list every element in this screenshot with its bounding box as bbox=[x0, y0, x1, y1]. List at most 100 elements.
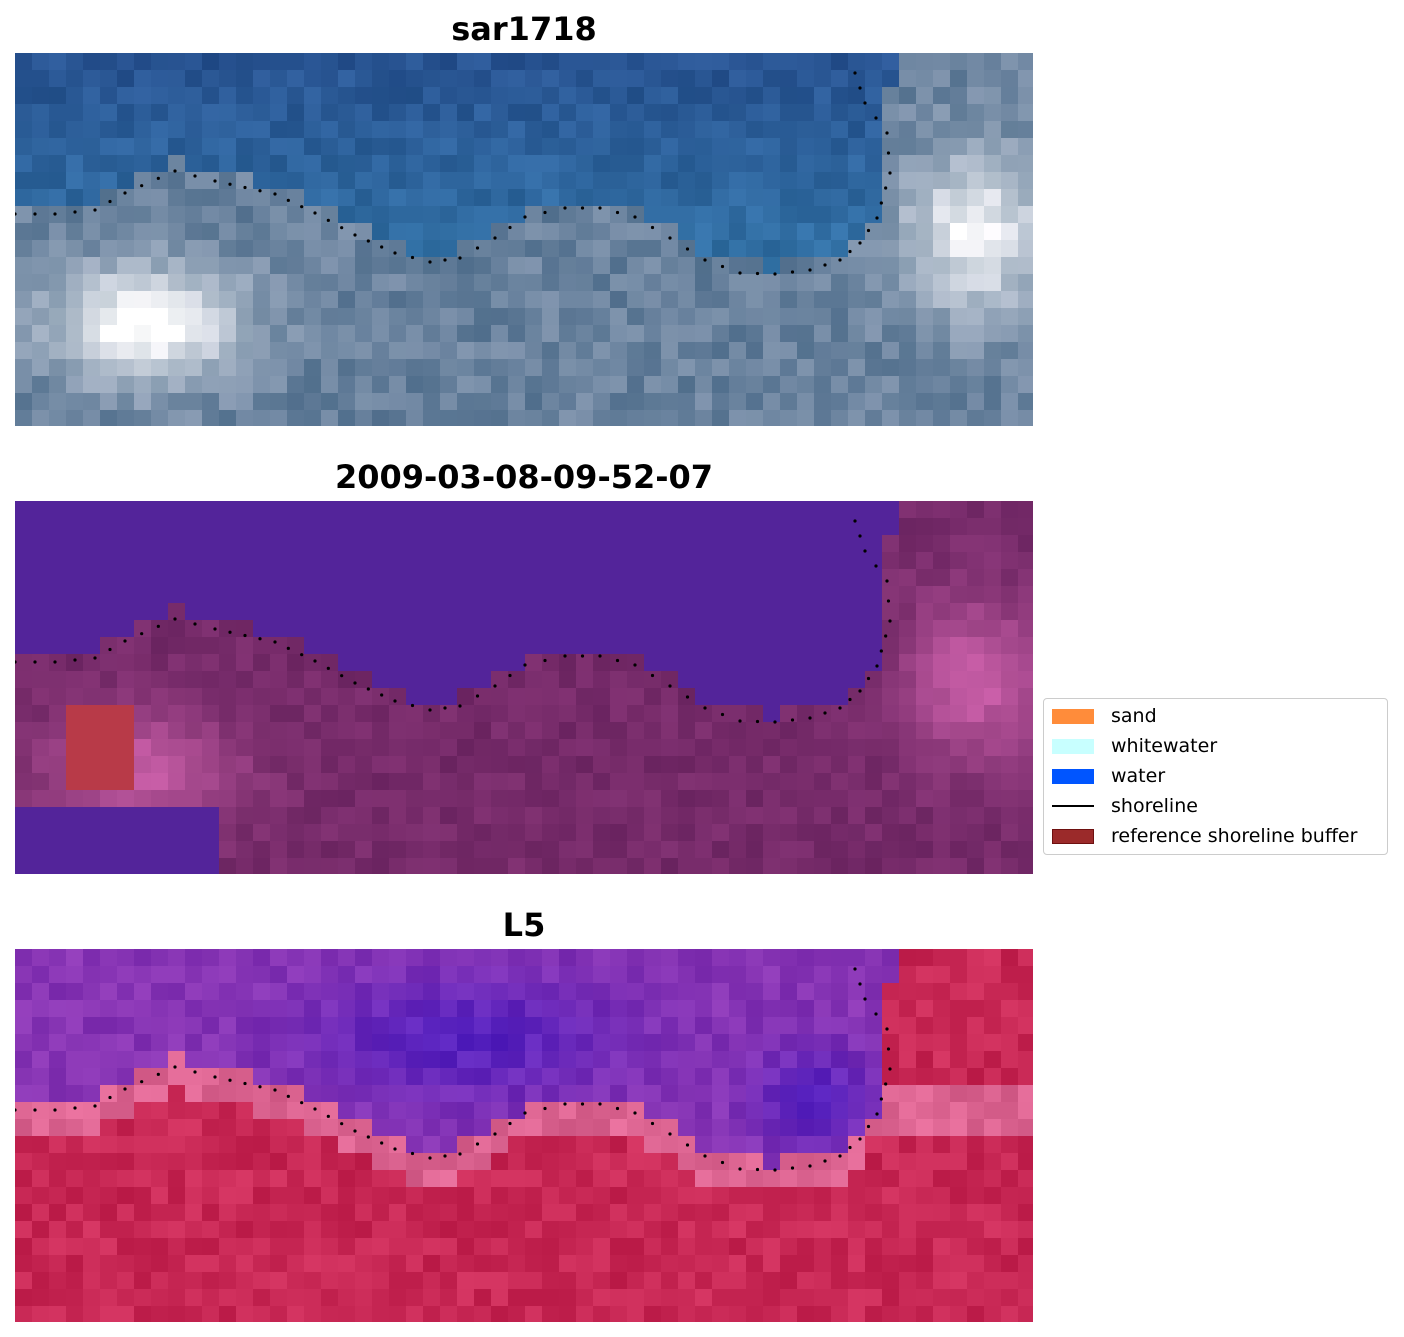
raster-pixel bbox=[32, 325, 50, 343]
raster-pixel bbox=[49, 518, 67, 536]
raster-pixel bbox=[712, 535, 730, 553]
raster-pixel bbox=[882, 824, 900, 842]
raster-pixel bbox=[967, 983, 985, 1001]
raster-pixel bbox=[355, 359, 373, 377]
raster-pixel bbox=[355, 1000, 373, 1018]
raster-pixel bbox=[916, 949, 934, 967]
raster-pixel bbox=[236, 637, 254, 655]
raster-pixel bbox=[542, 1238, 560, 1256]
raster-pixel bbox=[372, 739, 390, 757]
raster-pixel bbox=[253, 138, 271, 156]
raster-pixel bbox=[525, 104, 543, 122]
raster-pixel bbox=[542, 535, 560, 553]
raster-pixel bbox=[236, 654, 254, 672]
raster-pixel bbox=[661, 308, 679, 326]
raster-pixel bbox=[66, 535, 84, 553]
raster-pixel bbox=[389, 1204, 407, 1222]
raster-pixel bbox=[627, 807, 645, 825]
raster-pixel bbox=[236, 325, 254, 343]
raster-pixel bbox=[440, 308, 458, 326]
raster-pixel bbox=[491, 841, 509, 859]
raster-pixel bbox=[355, 155, 373, 173]
raster-pixel bbox=[695, 807, 713, 825]
raster-pixel bbox=[355, 858, 373, 874]
raster-pixel bbox=[338, 1017, 356, 1035]
raster-pixel bbox=[593, 1068, 611, 1086]
raster-pixel bbox=[627, 1119, 645, 1137]
raster-pixel bbox=[440, 138, 458, 156]
raster-pixel bbox=[168, 535, 186, 553]
raster-pixel bbox=[304, 620, 322, 638]
raster-pixel bbox=[321, 671, 339, 689]
raster-pixel bbox=[831, 291, 849, 309]
raster-pixel bbox=[899, 671, 917, 689]
raster-pixel bbox=[185, 637, 203, 655]
raster-pixel bbox=[32, 773, 50, 791]
raster-pixel bbox=[712, 308, 730, 326]
raster-pixel bbox=[678, 325, 696, 343]
raster-pixel bbox=[525, 773, 543, 791]
raster-pixel bbox=[695, 308, 713, 326]
raster-pixel bbox=[287, 1204, 305, 1222]
raster-pixel bbox=[610, 637, 628, 655]
raster-pixel bbox=[100, 155, 118, 173]
raster-pixel bbox=[202, 1255, 220, 1273]
raster-pixel bbox=[338, 671, 356, 689]
raster-pixel bbox=[83, 291, 101, 309]
raster-pixel bbox=[202, 104, 220, 122]
raster-pixel bbox=[1001, 1306, 1019, 1322]
shoreline-dot bbox=[866, 228, 871, 233]
raster-pixel bbox=[882, 274, 900, 292]
raster-pixel bbox=[32, 705, 50, 723]
raster-pixel bbox=[508, 325, 526, 343]
raster-pixel bbox=[882, 155, 900, 173]
raster-pixel bbox=[1018, 104, 1033, 122]
raster-pixel bbox=[15, 1068, 33, 1086]
raster-pixel bbox=[542, 257, 560, 275]
raster-pixel bbox=[695, 1306, 713, 1322]
raster-pixel bbox=[168, 688, 186, 706]
raster-pixel bbox=[168, 1000, 186, 1018]
raster-pixel bbox=[440, 1034, 458, 1052]
raster-pixel bbox=[899, 501, 917, 519]
raster-pixel bbox=[729, 291, 747, 309]
raster-pixel bbox=[134, 1306, 152, 1322]
raster-pixel bbox=[372, 393, 390, 411]
raster-pixel bbox=[882, 552, 900, 570]
raster-pixel bbox=[1018, 535, 1033, 553]
raster-pixel bbox=[287, 70, 305, 88]
raster-pixel bbox=[100, 393, 118, 411]
raster-pixel bbox=[848, 1102, 866, 1120]
raster-pixel bbox=[66, 138, 84, 156]
raster-pixel bbox=[559, 1187, 577, 1205]
raster-pixel bbox=[661, 410, 679, 426]
raster-pixel bbox=[474, 155, 492, 173]
raster-pixel bbox=[491, 155, 509, 173]
raster-pixel bbox=[440, 552, 458, 570]
raster-pixel bbox=[729, 1119, 747, 1137]
shoreline-dot bbox=[300, 1101, 304, 1105]
raster-pixel bbox=[678, 705, 696, 723]
raster-pixel bbox=[355, 637, 373, 655]
raster-pixel bbox=[1001, 807, 1019, 825]
raster-pixel bbox=[763, 824, 781, 842]
raster-pixel bbox=[576, 722, 594, 740]
raster-pixel bbox=[814, 949, 832, 967]
raster-pixel bbox=[712, 620, 730, 638]
raster-pixel bbox=[933, 966, 951, 984]
raster-pixel bbox=[525, 1204, 543, 1222]
raster-pixel bbox=[287, 569, 305, 587]
raster-pixel bbox=[372, 1255, 390, 1273]
raster-pixel bbox=[797, 552, 815, 570]
raster-pixel bbox=[610, 1119, 628, 1137]
raster-pixel bbox=[848, 671, 866, 689]
raster-pixel bbox=[661, 654, 679, 672]
shoreline-dot bbox=[273, 192, 277, 196]
raster-pixel bbox=[406, 1306, 424, 1322]
raster-pixel bbox=[117, 291, 135, 309]
raster-pixel bbox=[338, 53, 356, 71]
shoreline-dot bbox=[543, 210, 547, 215]
raster-pixel bbox=[678, 824, 696, 842]
raster-pixel bbox=[627, 705, 645, 723]
raster-pixel bbox=[185, 70, 203, 88]
